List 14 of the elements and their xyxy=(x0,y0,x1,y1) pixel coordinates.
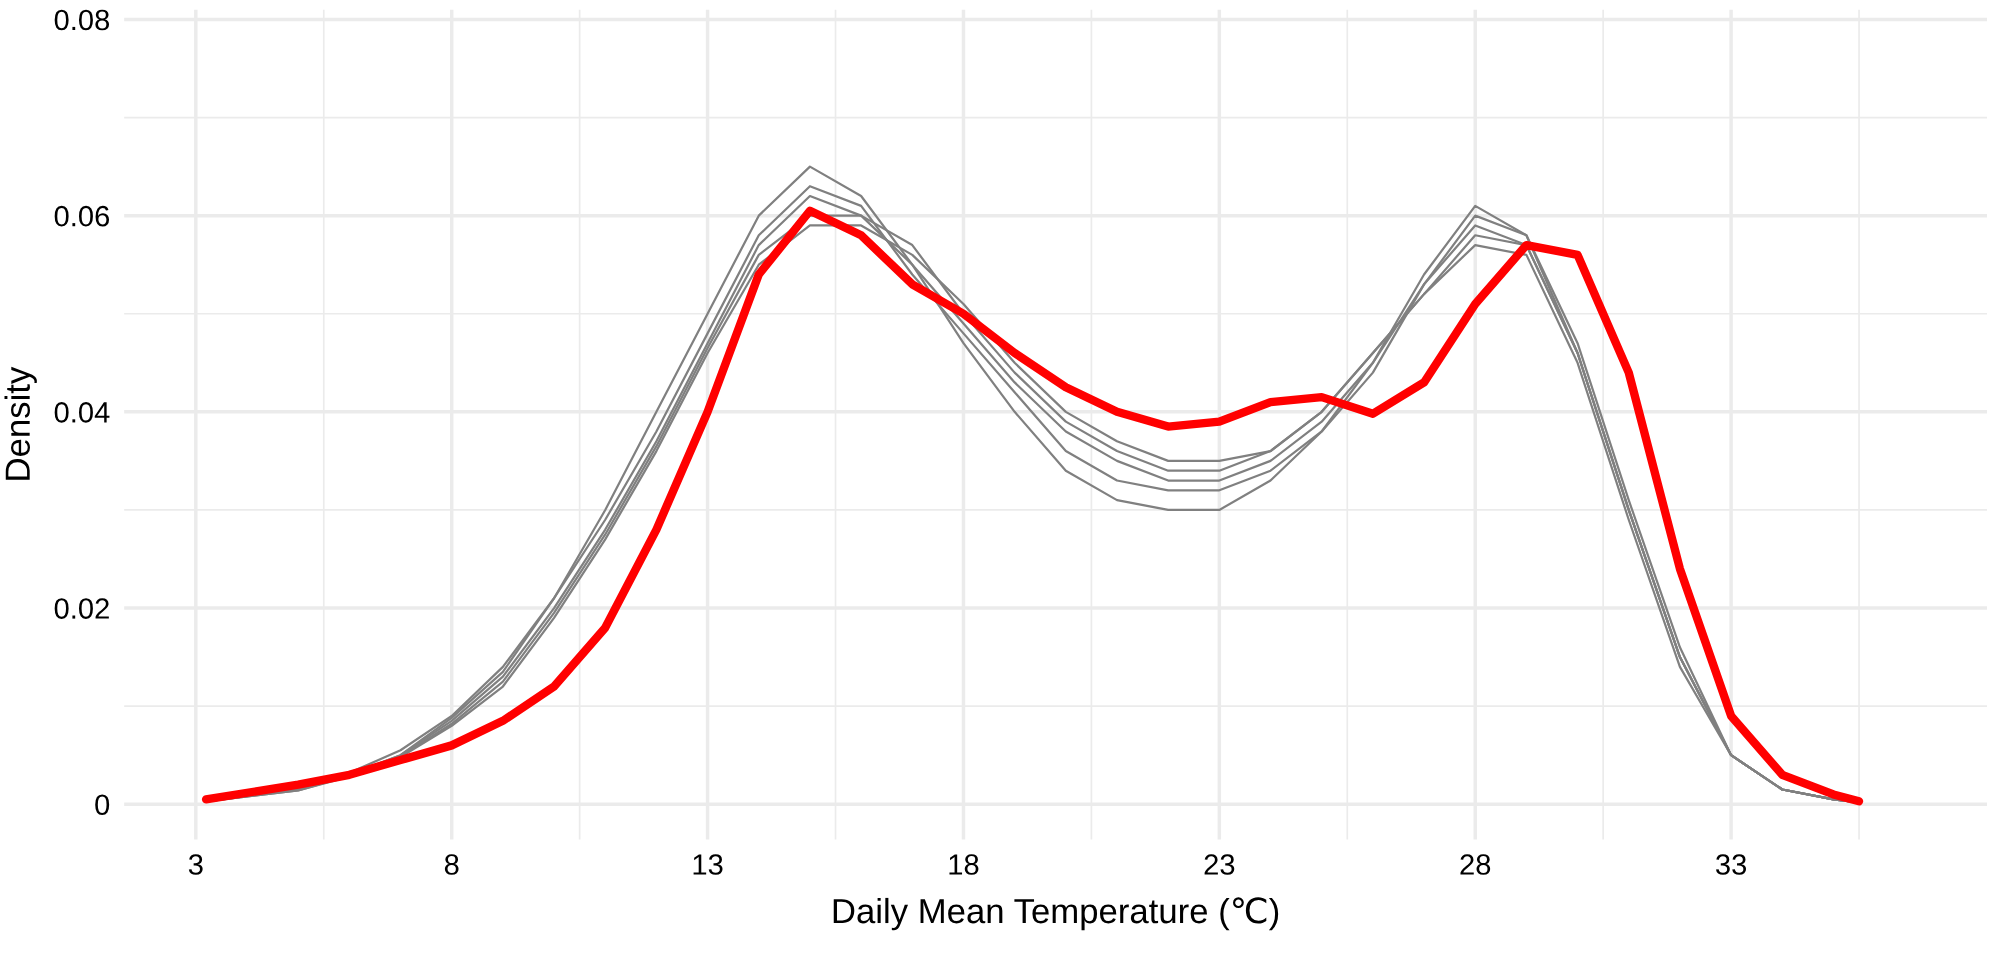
x-tick-label: 28 xyxy=(1460,854,1491,875)
x-tick-label: 13 xyxy=(693,854,723,875)
y-tick-label: 0 xyxy=(95,794,110,816)
y-tick-label: 0.06 xyxy=(54,205,110,227)
x-tick-label: 8 xyxy=(444,854,459,875)
y-tick-label: 0.02 xyxy=(54,598,109,619)
y-axis-title: Density xyxy=(4,366,37,480)
x-tick-label: 23 xyxy=(1204,854,1235,875)
x-tick-label: 18 xyxy=(949,854,979,875)
x-tick-label: 3 xyxy=(188,854,203,875)
y-tick-label: 0.08 xyxy=(54,9,110,31)
x-axis-title: Daily Mean Temperature (℃) xyxy=(833,897,1279,931)
y-tick-label: 0.04 xyxy=(54,402,110,423)
x-tick-label: 33 xyxy=(1715,854,1747,875)
